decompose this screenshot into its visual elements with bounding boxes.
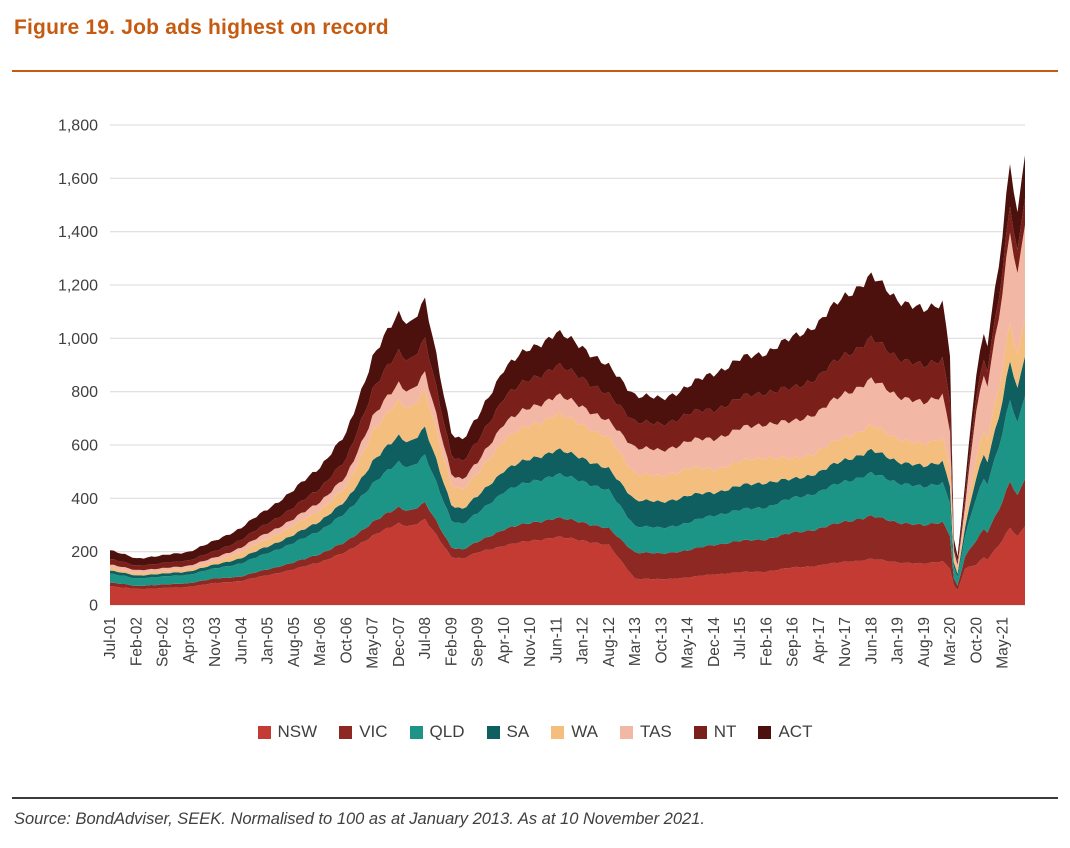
svg-text:Apr-10: Apr-10 — [496, 617, 513, 664]
svg-text:Dec-07: Dec-07 — [391, 617, 408, 667]
legend-item-wa: WA — [551, 722, 598, 742]
legend-swatch-icon — [339, 725, 353, 739]
legend-item-tas: TAS — [619, 722, 672, 742]
legend-label: NSW — [277, 722, 318, 741]
legend-swatch-icon — [486, 725, 500, 739]
title-divider — [12, 70, 1058, 72]
svg-text:Dec-14: Dec-14 — [706, 617, 723, 667]
legend-swatch-icon — [409, 725, 423, 739]
svg-text:Feb-02: Feb-02 — [128, 617, 145, 666]
svg-text:Jun-18: Jun-18 — [863, 617, 880, 664]
svg-text:Feb-09: Feb-09 — [443, 617, 460, 666]
svg-text:Aug-19: Aug-19 — [916, 617, 933, 667]
svg-text:Jul-01: Jul-01 — [102, 617, 119, 659]
legend-label: NT — [713, 722, 737, 741]
svg-text:Aug-12: Aug-12 — [601, 617, 618, 667]
svg-text:May-14: May-14 — [680, 617, 697, 669]
svg-text:Apr-03: Apr-03 — [181, 617, 198, 664]
legend-item-qld: QLD — [409, 722, 465, 742]
svg-text:Oct-13: Oct-13 — [653, 617, 670, 664]
svg-text:Oct-20: Oct-20 — [968, 617, 985, 664]
stacked-area-chart: 0 200 400 600 800 1,000 1,200 1,400 1,600 1,800 Ju… — [58, 118, 1025, 669]
legend-label: WA — [571, 722, 598, 741]
svg-text:Sep-16: Sep-16 — [785, 617, 802, 667]
legend-label: SA — [506, 722, 530, 741]
svg-text:Jun-11: Jun-11 — [548, 617, 565, 663]
legend-item-nt: NT — [693, 722, 737, 742]
legend-swatch-icon — [693, 725, 707, 739]
legend-item-act: ACT — [758, 722, 812, 742]
svg-text:Jun-04: Jun-04 — [233, 617, 250, 665]
svg-text:Aug-05: Aug-05 — [286, 617, 303, 667]
svg-text:800: 800 — [71, 384, 98, 401]
svg-text:Jan-19: Jan-19 — [890, 617, 907, 664]
svg-text:1,000: 1,000 — [58, 331, 98, 348]
svg-text:1,400: 1,400 — [58, 224, 98, 241]
svg-text:1,800: 1,800 — [58, 118, 98, 135]
svg-text:Mar-20: Mar-20 — [942, 617, 959, 666]
svg-text:0: 0 — [89, 598, 98, 615]
svg-text:Jan-05: Jan-05 — [260, 617, 277, 664]
figure-title: Figure 19. Job ads highest on record — [14, 16, 389, 39]
svg-text:Nov-17: Nov-17 — [837, 617, 854, 667]
legend-swatch-icon — [619, 725, 633, 739]
svg-text:Jul-15: Jul-15 — [732, 617, 749, 659]
legend-label: VIC — [359, 722, 388, 741]
legend-swatch-icon — [257, 725, 271, 739]
svg-text:Apr-17: Apr-17 — [811, 617, 828, 664]
svg-text:May-07: May-07 — [365, 617, 382, 669]
legend-item-vic: VIC — [339, 722, 388, 742]
legend: NSW VIC QLD SA WA TAS NT ACT — [0, 722, 1070, 742]
svg-text:Nov-10: Nov-10 — [522, 617, 539, 667]
svg-text:1,200: 1,200 — [58, 278, 98, 295]
svg-text:May-21: May-21 — [995, 617, 1012, 669]
legend-item-nsw: NSW — [257, 722, 318, 742]
svg-text:1,600: 1,600 — [58, 171, 98, 188]
svg-text:600: 600 — [71, 438, 98, 455]
svg-text:Feb-16: Feb-16 — [758, 617, 775, 666]
svg-text:Sep-02: Sep-02 — [155, 617, 172, 667]
svg-text:Sep-09: Sep-09 — [470, 617, 487, 667]
svg-text:Jul-08: Jul-08 — [417, 617, 434, 659]
source-text: Source: BondAdviser, SEEK. Normalised to… — [14, 810, 705, 828]
svg-text:Mar-13: Mar-13 — [627, 617, 644, 666]
svg-text:Jan-12: Jan-12 — [575, 617, 592, 664]
legend-item-sa: SA — [486, 722, 530, 742]
svg-text:Mar-06: Mar-06 — [312, 617, 329, 666]
legend-label: TAS — [639, 722, 672, 741]
legend-swatch-icon — [551, 725, 565, 739]
svg-text:Nov-03: Nov-03 — [207, 617, 224, 667]
legend-label: ACT — [778, 722, 813, 741]
svg-text:200: 200 — [71, 544, 98, 561]
svg-text:400: 400 — [71, 491, 98, 508]
legend-swatch-icon — [758, 725, 772, 739]
svg-text:Oct-06: Oct-06 — [338, 617, 355, 664]
source-divider — [12, 797, 1058, 799]
legend-label: QLD — [429, 722, 465, 741]
